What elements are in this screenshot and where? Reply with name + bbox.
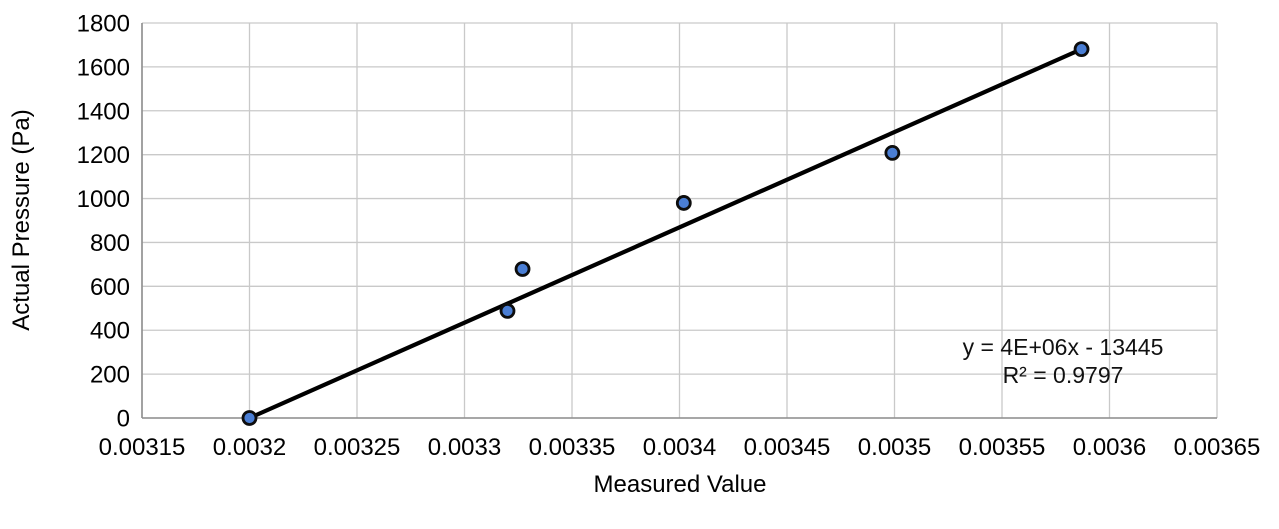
y-tick-label: 400 [90,318,130,345]
data-point-marker [884,145,901,161]
data-point-marker [514,261,531,277]
x-tick-label: 0.00325 [314,434,401,461]
x-tick-label: 0.00365 [1174,434,1261,461]
trendline-equation: y = 4E+06x - 13445 [962,334,1164,360]
trendline [247,47,1084,421]
x-tick-label: 0.0036 [1073,434,1146,461]
y-tick-label: 1200 [77,142,130,169]
data-point-marker [241,410,258,426]
y-tick-label: 1000 [77,186,130,213]
y-tick-label: 800 [90,230,130,257]
x-tick-label: 0.00335 [529,434,616,461]
trendline-annotation: y = 4E+06x - 13445 R² = 0.9797 [963,333,1164,389]
x-tick-label: 0.00315 [99,434,186,461]
y-tick-label: 1400 [77,98,130,125]
y-tick-label: 1800 [77,11,130,38]
data-point-marker [675,195,692,211]
data-point-marker [1073,41,1090,58]
x-tick-label: 0.0033 [428,434,501,461]
y-tick-label: 1600 [77,54,130,81]
trendline-r-squared: R² = 0.9797 [1002,362,1124,388]
x-axis-title: Measured Value [593,471,767,498]
y-tick-label: 200 [90,362,130,389]
data-point-marker [499,303,516,319]
x-tick-label: 0.0035 [858,434,931,461]
x-tick-label: 0.0034 [643,434,716,461]
y-axis-title: Actual Pressure (Pa) [8,109,35,331]
x-tick-label: 0.00355 [959,434,1046,461]
y-tick-label: 0 [117,406,130,433]
x-tick-label: 0.0032 [213,434,286,461]
x-tick-label: 0.00345 [744,434,831,461]
y-tick-label: 600 [90,274,130,301]
